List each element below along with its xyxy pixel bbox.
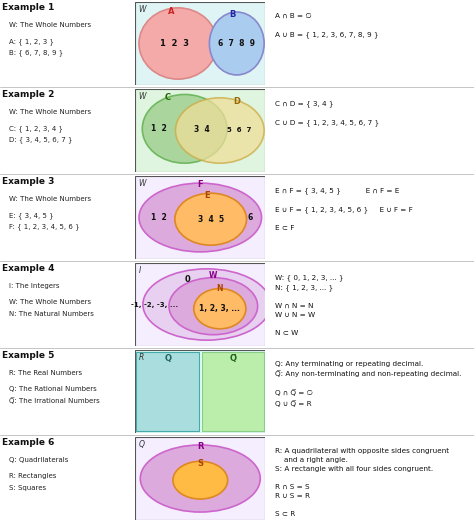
Text: 1, 2, 3, ...: 1, 2, 3, ... (200, 304, 240, 313)
Text: 6  7  8  9: 6 7 8 9 (218, 39, 255, 48)
Text: Example 3: Example 3 (2, 176, 55, 186)
Text: W: W (209, 271, 218, 280)
Text: C ∩ D = { 3, 4 }

C ∪ D = { 1, 2, 3, 4, 5, 6, 7 }: C ∩ D = { 3, 4 } C ∪ D = { 1, 2, 3, 4, 5… (275, 100, 380, 126)
Text: W: The Whole Numbers: W: The Whole Numbers (9, 196, 91, 201)
Text: B: { 6, 7, 8, 9 }: B: { 6, 7, 8, 9 } (9, 50, 63, 56)
Text: C: C (164, 93, 171, 102)
Ellipse shape (175, 193, 246, 245)
Text: Q̅: Q̅ (229, 354, 237, 363)
Text: E: E (204, 191, 210, 199)
Ellipse shape (194, 289, 246, 329)
Text: R: R (138, 353, 144, 362)
Text: R: Rectangles: R: Rectangles (9, 473, 56, 479)
Bar (201, 352, 264, 431)
Bar (137, 352, 199, 431)
Text: D: D (233, 97, 240, 106)
Text: Example 5: Example 5 (2, 351, 55, 360)
Ellipse shape (142, 94, 227, 163)
Text: 3  4: 3 4 (194, 125, 210, 134)
Text: -1, -2, -3, ...: -1, -2, -3, ... (131, 302, 178, 307)
Ellipse shape (140, 445, 260, 512)
Text: Q: Any terminating or repeating decimal.
Q̅: Any non-terminating and non-repeati: Q: Any terminating or repeating decimal.… (275, 361, 462, 407)
Text: 3  4  5: 3 4 5 (198, 215, 224, 224)
Ellipse shape (175, 98, 264, 163)
Text: F: { 1, 2, 3, 4, 5, 6 }: F: { 1, 2, 3, 4, 5, 6 } (9, 223, 79, 230)
Text: A ∩ B = ∅

A ∪ B = { 1, 2, 3, 6, 7, 8, 9 }: A ∩ B = ∅ A ∪ B = { 1, 2, 3, 6, 7, 8, 9 … (275, 13, 379, 38)
Text: D: { 3, 4, 5, 6, 7 }: D: { 3, 4, 5, 6, 7 } (9, 137, 72, 144)
Text: 1  2: 1 2 (151, 213, 166, 222)
Text: E: { 3, 4, 5 }: E: { 3, 4, 5 } (9, 212, 54, 219)
Ellipse shape (139, 8, 217, 79)
Ellipse shape (169, 278, 258, 335)
Text: W: W (138, 179, 146, 188)
Text: C: { 1, 2, 3, 4 }: C: { 1, 2, 3, 4 } (9, 125, 63, 132)
Text: Q: Q (164, 354, 171, 363)
Text: S: S (197, 459, 203, 468)
Text: N: The Natural Numbers: N: The Natural Numbers (9, 311, 94, 316)
Text: Q: The Rational Numbers: Q: The Rational Numbers (9, 386, 97, 392)
Text: Example 6: Example 6 (2, 437, 55, 447)
Text: W: The Whole Numbers: W: The Whole Numbers (9, 109, 91, 115)
Text: Example 2: Example 2 (2, 90, 55, 99)
Text: S: Squares: S: Squares (9, 484, 46, 491)
Text: 0: 0 (184, 275, 190, 284)
Ellipse shape (139, 183, 262, 252)
Text: 5  6  7: 5 6 7 (227, 127, 252, 134)
Text: R: The Real Numbers: R: The Real Numbers (9, 370, 82, 376)
Text: E ∩ F = { 3, 4, 5 }           E ∩ F = E

E ∪ F = { 1, 2, 3, 4, 5, 6 }     E ∪ F : E ∩ F = { 3, 4, 5 } E ∩ F = E E ∪ F = { … (275, 187, 413, 231)
Ellipse shape (173, 461, 228, 499)
Text: Q: Q (138, 440, 145, 449)
Text: I: I (138, 266, 141, 275)
Text: I: The Integers: I: The Integers (9, 283, 59, 289)
Text: W: { 0, 1, 2, 3, ... }
N: { 1, 2, 3, ... }

W ∩ N = N
W ∪ N = W

N ⊂ W: W: { 0, 1, 2, 3, ... } N: { 1, 2, 3, ...… (275, 274, 344, 336)
Text: Q̅: The Irrational Numbers: Q̅: The Irrational Numbers (9, 398, 100, 405)
Text: 1  2: 1 2 (151, 124, 166, 133)
Text: A: { 1, 2, 3 }: A: { 1, 2, 3 } (9, 38, 54, 45)
Text: Example 4: Example 4 (2, 264, 55, 272)
Text: A: A (168, 7, 175, 16)
Ellipse shape (143, 269, 271, 340)
Text: Example 1: Example 1 (2, 3, 55, 11)
Text: F: F (198, 180, 203, 189)
Text: W: The Whole Numbers: W: The Whole Numbers (9, 22, 91, 28)
Text: W: The Whole Numbers: W: The Whole Numbers (9, 299, 91, 305)
Text: N: N (217, 283, 223, 292)
Text: B: B (230, 10, 236, 19)
Text: W: W (138, 92, 146, 101)
Text: 6: 6 (247, 213, 253, 222)
Text: R: R (197, 443, 203, 452)
Text: Q: Quadrilaterals: Q: Quadrilaterals (9, 457, 68, 462)
Text: R: A quadrilateral with opposite sides congruent
    and a right angle.
S: A rec: R: A quadrilateral with opposite sides c… (275, 448, 449, 517)
Text: 1  2  3: 1 2 3 (160, 39, 189, 48)
Ellipse shape (210, 12, 264, 75)
Text: W: W (138, 5, 146, 14)
